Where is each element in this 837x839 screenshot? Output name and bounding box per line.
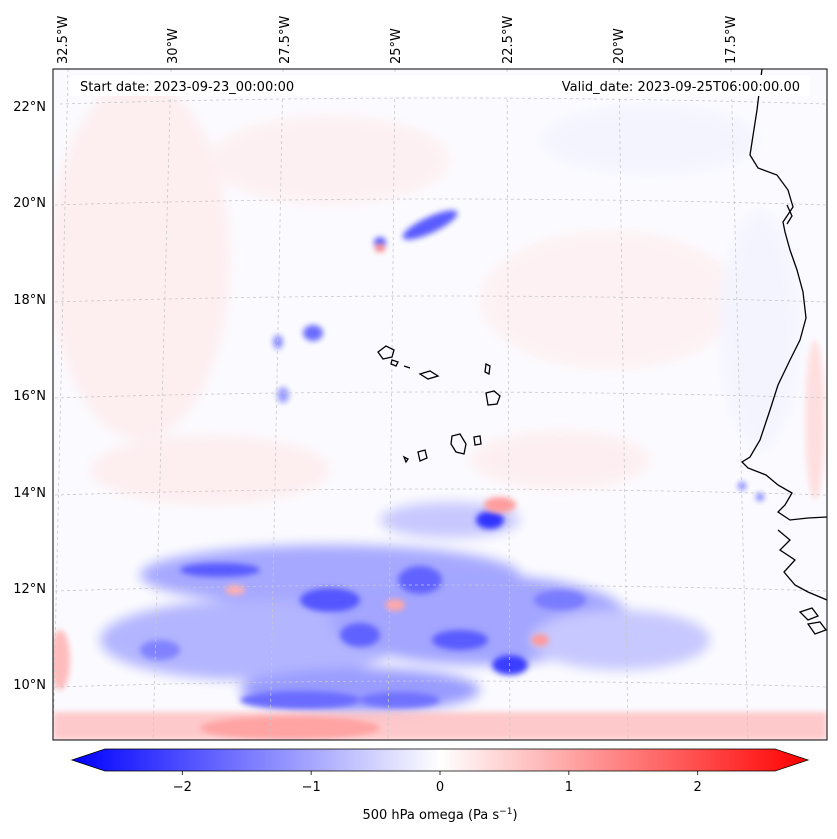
colorbar-tick-label: −1 (302, 780, 321, 795)
valid-date-label: Valid_date: 2023-09-25T06:00:00.00 (562, 80, 800, 95)
map-frame (52, 68, 828, 741)
colorbar: −2 −1 0 1 2 500 hPa omega (Pa s−1) (70, 748, 810, 823)
lat-label: 18°N (13, 293, 46, 308)
cabo-verde-islands (377, 345, 501, 464)
colorbar-ticks: −2 −1 0 1 2 (173, 771, 702, 795)
map-panel: Start date: 2023-09-23_00:00:00 Valid_da… (52, 68, 828, 741)
lon-label: 30°W (166, 28, 181, 64)
lat-label: 10°N (13, 678, 46, 693)
start-date-label: Start date: 2023-09-23_00:00:00 (80, 80, 294, 95)
lon-label: 17.5°W (724, 16, 739, 64)
lat-label: 12°N (13, 582, 46, 597)
lat-label: 20°N (13, 196, 46, 211)
graticule (53, 69, 827, 740)
lat-label: 14°N (13, 486, 46, 501)
lon-label: 32.5°W (56, 16, 71, 64)
longitude-labels: 32.5°W 30°W 27.5°W 25°W 22.5°W 20°W 17.5… (56, 16, 739, 64)
lat-label: 22°N (13, 100, 46, 115)
colorbar-tick-label: −2 (173, 780, 192, 795)
latitude-labels: 22°N 20°N 18°N 16°N 14°N 12°N 10°N (13, 100, 46, 693)
lon-label: 27.5°W (278, 16, 293, 64)
lon-label: 22.5°W (501, 16, 516, 64)
colorbar-bar (72, 749, 808, 771)
lon-label: 25°W (389, 28, 404, 64)
lon-label: 20°W (612, 28, 627, 64)
omega-field (53, 80, 827, 740)
colorbar-tick-label: 1 (565, 780, 573, 795)
colorbar-tick-label: 0 (436, 780, 444, 795)
colorbar-outline (70, 748, 810, 772)
colorbar-tick-label: 2 (694, 780, 702, 795)
west-africa-coast (740, 68, 828, 521)
colorbar-label: 500 hPa omega (Pa s−1) (362, 807, 517, 823)
lat-label: 16°N (13, 389, 46, 404)
header-strip (70, 75, 810, 96)
coastline (377, 68, 828, 635)
